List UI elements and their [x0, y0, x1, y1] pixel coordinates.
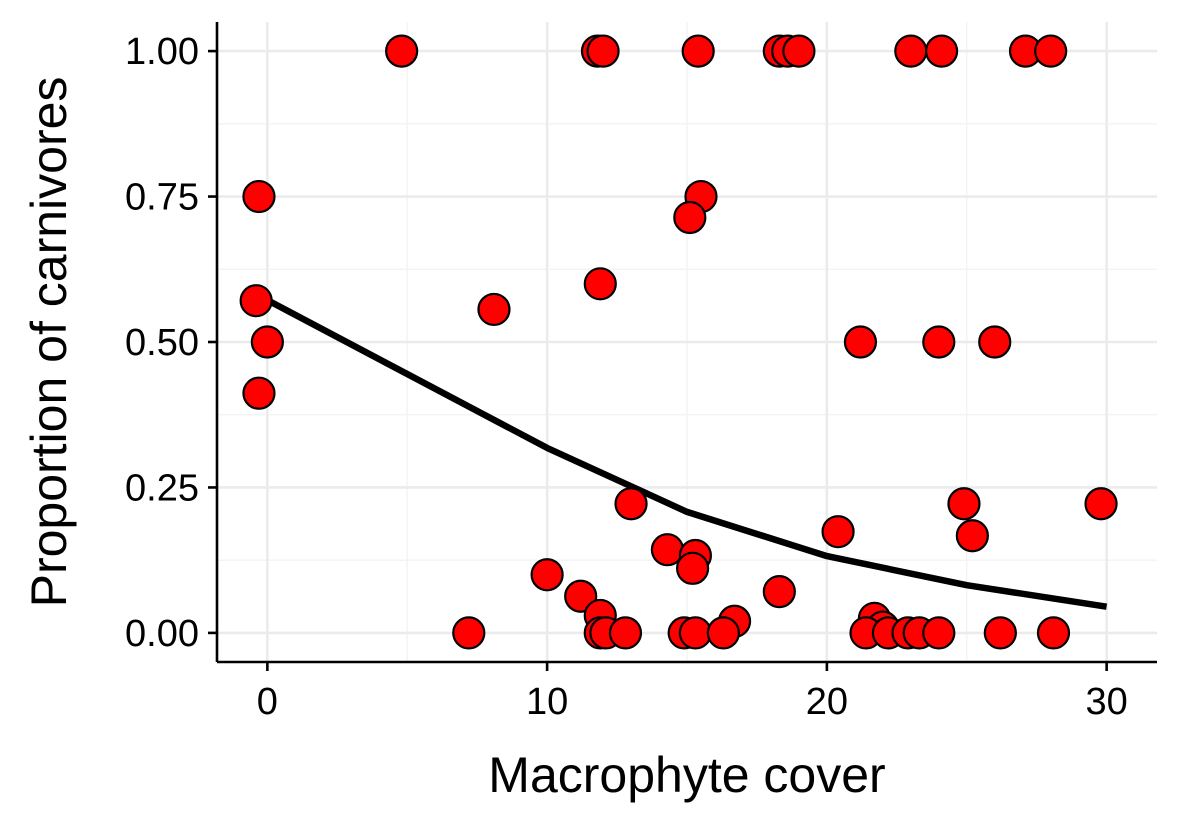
x-tick-label: 30 [1086, 681, 1128, 723]
data-point [762, 574, 796, 609]
data-point [586, 34, 620, 68]
x-tick-label: 20 [806, 681, 848, 723]
y-tick-label: 0.00 [125, 613, 199, 655]
data-point [894, 34, 928, 68]
data-point [452, 616, 486, 650]
data-point [608, 616, 643, 650]
y-axis-title: Proportion of carnivores [21, 77, 77, 608]
data-point [250, 325, 284, 359]
y-tick-label: 0.50 [125, 322, 199, 364]
data-point [983, 616, 1017, 650]
fitted-curve [265, 297, 1108, 610]
x-tick-label: 10 [526, 681, 568, 723]
data-point [922, 325, 956, 359]
y-tick-label: 0.25 [125, 467, 199, 509]
data-point [675, 551, 710, 585]
data-point [681, 34, 715, 68]
data-point [947, 487, 981, 521]
data-point [242, 376, 276, 410]
data-point [782, 34, 816, 68]
data-point [673, 200, 707, 235]
data-point [843, 325, 878, 359]
data-point [1084, 487, 1118, 521]
data-points [239, 34, 1118, 650]
data-point [242, 179, 276, 214]
y-tick-label: 1.00 [125, 31, 199, 73]
data-point [706, 616, 740, 650]
x-tick-label: 0 [257, 681, 278, 723]
x-axis-title: Macrophyte cover [488, 747, 885, 803]
data-point [922, 616, 956, 650]
data-point [614, 487, 648, 521]
data-point [821, 515, 855, 549]
data-point [955, 519, 989, 553]
data-point [678, 616, 712, 650]
data-point [239, 284, 273, 318]
data-point [1034, 34, 1068, 68]
data-point [385, 34, 419, 68]
data-point [978, 325, 1012, 359]
x-axis-ticks: 0 10 20 30 [257, 662, 1128, 723]
data-point [1036, 616, 1071, 650]
data-point [530, 558, 564, 592]
data-point [583, 267, 617, 301]
data-point [477, 292, 511, 327]
data-point [924, 34, 959, 68]
y-axis-ticks: 0.00 0.25 0.50 0.75 1.00 [125, 31, 217, 655]
y-tick-label: 0.75 [125, 177, 199, 219]
